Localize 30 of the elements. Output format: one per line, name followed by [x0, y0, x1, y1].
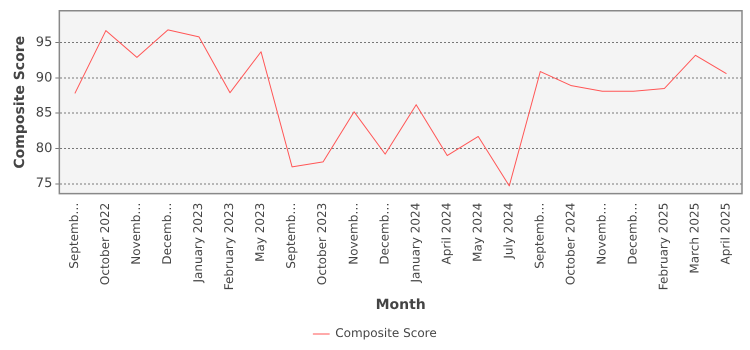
x-tick-label: October 2022 — [98, 202, 112, 286]
x-tick-label: January 2024 — [408, 202, 422, 284]
y-tick-label: 95 — [36, 34, 52, 50]
x-tick-label: Decemb… — [377, 202, 392, 265]
x-tick-label: Septemb… — [284, 202, 298, 269]
x-tick-label: Septemb… — [532, 202, 546, 269]
x-tick-label: April 2024 — [439, 202, 454, 264]
x-tick-label: Novemb… — [346, 202, 360, 265]
x-axis-title: Month — [376, 297, 426, 314]
y-tick-label: 80 — [36, 140, 52, 156]
x-tick-label: Septemb… — [66, 202, 81, 269]
x-tick-label: July 2024 — [501, 202, 516, 260]
x-tick-label: Decemb… — [626, 202, 640, 265]
x-tick-label: February 2023 — [222, 202, 236, 290]
x-tick-label: January 2023 — [191, 202, 206, 284]
x-tick-label: Decemb… — [160, 202, 174, 265]
x-tick-label: March 2025 — [688, 202, 702, 274]
x-tick-label: October 2023 — [315, 202, 330, 286]
x-tick-label: April 2025 — [718, 202, 733, 264]
y-axis-title: Composite Score — [12, 36, 28, 169]
y-tick-label: 85 — [36, 106, 52, 121]
x-tick-label: Novemb… — [594, 202, 608, 265]
x-tick-label: May 2023 — [253, 202, 268, 262]
x-tick-label: October 2024 — [563, 202, 578, 286]
y-tick-label: 90 — [36, 70, 52, 86]
x-tick-label: February 2025 — [656, 202, 671, 290]
legend-label: Composite Score — [335, 326, 437, 340]
x-tick-label: Novemb… — [129, 202, 144, 265]
x-tick-label: May 2024 — [470, 202, 484, 262]
y-tick-label: 75 — [36, 176, 52, 192]
